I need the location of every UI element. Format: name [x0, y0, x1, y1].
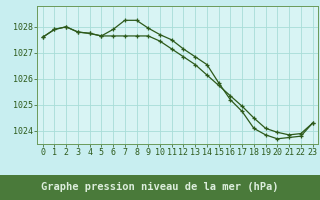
Text: Graphe pression niveau de la mer (hPa): Graphe pression niveau de la mer (hPa) — [41, 182, 279, 192]
